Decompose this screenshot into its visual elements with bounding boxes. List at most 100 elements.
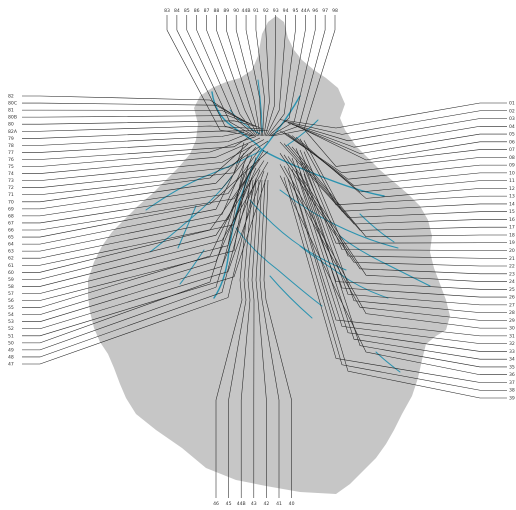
label-top-44A: 44A xyxy=(301,8,311,14)
label-right-35: 35 xyxy=(509,364,515,370)
leader-top-88 xyxy=(216,15,259,137)
leader-top-95 xyxy=(267,15,296,137)
labels-right: 0102030405060708091011121314151617181920… xyxy=(509,101,515,402)
label-left-61: 61 xyxy=(8,263,14,269)
leader-left-78 xyxy=(22,131,245,146)
leader-right-29 xyxy=(279,164,507,321)
leader-right-11 xyxy=(291,135,507,193)
labels-bottom: 46 45 44B 43 42 41 40 xyxy=(213,501,295,507)
label-right-32: 32 xyxy=(509,341,515,347)
label-left-79: 79 xyxy=(8,136,14,142)
leader-right-33 xyxy=(295,170,507,352)
label-left-68: 68 xyxy=(8,213,14,219)
leader-right-05 xyxy=(295,125,507,154)
leader-right-26 xyxy=(295,159,507,298)
leader-bottom-45 xyxy=(228,179,254,498)
leader-lines xyxy=(22,15,507,498)
leader-left-65 xyxy=(22,151,269,238)
label-top-85: 85 xyxy=(184,8,190,14)
leader-right-31 xyxy=(287,167,507,337)
label-left-49: 49 xyxy=(8,347,14,353)
label-right-28: 28 xyxy=(509,310,515,316)
leader-right-30 xyxy=(283,165,507,329)
leader-left-61 xyxy=(22,157,257,266)
label-left-58: 58 xyxy=(8,284,14,290)
leader-right-38 xyxy=(287,178,507,391)
territory-shape xyxy=(88,16,450,494)
label-left-63: 63 xyxy=(8,249,14,255)
label-left-60: 60 xyxy=(8,270,14,276)
label-bottom-43: 43 xyxy=(251,501,257,507)
label-left-59: 59 xyxy=(8,277,14,283)
leader-top-89 xyxy=(226,15,260,137)
label-left-81: 81 xyxy=(8,108,14,114)
leader-right-32 xyxy=(291,169,507,344)
leader-top-91 xyxy=(255,15,265,137)
label-left-70: 70 xyxy=(8,199,14,205)
label-left-52: 52 xyxy=(8,326,14,332)
label-left-62: 62 xyxy=(8,256,14,262)
label-left-53: 53 xyxy=(8,319,14,325)
leader-right-27 xyxy=(299,161,507,306)
leader-bottom-44B xyxy=(240,179,257,498)
label-right-31: 31 xyxy=(509,333,515,339)
label-right-37: 37 xyxy=(509,380,515,386)
label-right-26: 26 xyxy=(509,295,515,301)
leader-left-74 xyxy=(22,137,261,174)
labels-left: 8280C8180B8082A7978777675747372717069686… xyxy=(8,94,18,368)
label-right-10: 10 xyxy=(509,170,515,176)
leader-right-07 xyxy=(303,129,507,167)
label-top-84: 84 xyxy=(174,8,180,14)
label-top-86: 86 xyxy=(194,8,200,14)
label-right-30: 30 xyxy=(509,326,515,332)
label-top-94: 94 xyxy=(283,8,289,14)
label-top-89: 89 xyxy=(223,8,229,14)
leader-left-80B xyxy=(22,115,257,127)
leader-left-48 xyxy=(22,176,253,358)
label-right-15: 15 xyxy=(509,209,515,215)
label-right-18: 18 xyxy=(509,232,515,238)
leader-right-18 xyxy=(291,146,507,238)
leader-bottom-41 xyxy=(259,179,280,498)
label-left-71: 71 xyxy=(8,192,14,198)
leader-bottom-42 xyxy=(255,179,267,498)
label-left-77: 77 xyxy=(8,150,14,156)
label-top-88: 88 xyxy=(213,8,219,14)
label-left-75: 75 xyxy=(8,164,14,170)
leader-left-47 xyxy=(22,178,257,365)
leader-right-12 xyxy=(295,136,507,199)
label-left-69: 69 xyxy=(8,206,14,212)
leader-right-04 xyxy=(291,124,507,148)
label-left-47: 47 xyxy=(8,362,14,368)
leader-top-97 xyxy=(270,15,326,137)
label-left-80: 80 xyxy=(8,122,14,128)
leader-right-37 xyxy=(283,177,507,383)
label-bottom-44B: 44B xyxy=(237,501,246,507)
leader-left-60 xyxy=(22,158,261,273)
label-left-51: 51 xyxy=(8,333,14,339)
leader-left-58 xyxy=(22,161,269,287)
leader-right-03 xyxy=(287,118,507,142)
label-right-14: 14 xyxy=(509,201,515,207)
leader-right-24 xyxy=(287,156,507,282)
leader-left-53 xyxy=(22,169,261,322)
river-13 xyxy=(299,245,389,299)
label-left-67: 67 xyxy=(8,220,14,226)
leader-right-13 xyxy=(299,138,507,206)
label-right-38: 38 xyxy=(509,388,515,394)
label-left-74: 74 xyxy=(8,171,14,177)
label-top-96: 96 xyxy=(312,8,318,14)
label-right-11: 11 xyxy=(509,178,515,184)
label-right-05: 05 xyxy=(509,132,515,138)
label-top-93: 93 xyxy=(273,8,279,14)
label-right-06: 06 xyxy=(509,139,515,145)
label-left-73: 73 xyxy=(8,178,14,184)
label-bottom-45: 45 xyxy=(226,501,232,507)
leader-top-98 xyxy=(272,15,336,137)
leader-bottom-40 xyxy=(263,179,292,498)
label-right-22: 22 xyxy=(509,264,515,270)
leader-top-93 xyxy=(264,15,276,137)
leader-left-54 xyxy=(22,167,257,315)
leader-right-20 xyxy=(299,149,507,251)
